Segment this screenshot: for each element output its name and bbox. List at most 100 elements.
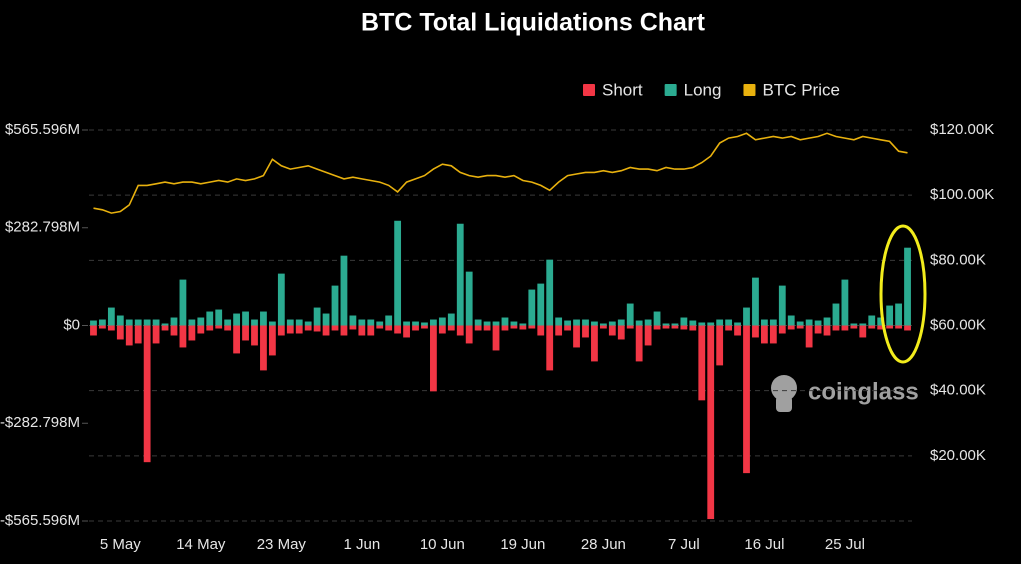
bar [394,325,402,334]
bar [555,325,563,336]
bar [698,325,706,401]
bar [215,309,223,326]
bar [152,319,160,326]
bar [743,325,750,474]
bar [322,313,330,326]
bar [403,321,410,326]
bar [134,325,142,344]
chart-title: BTC Total Liquidations Chart [361,9,706,37]
bar [528,325,536,329]
bar [233,325,241,354]
bar [725,319,733,326]
bar [599,325,607,329]
bar [537,325,545,336]
bar [617,325,625,340]
bar [161,323,169,326]
bar [546,259,554,326]
bar [492,321,500,326]
bar [680,325,688,330]
bar [260,311,267,326]
bar [769,325,777,344]
bar [376,325,384,329]
bar [814,320,822,326]
bar [465,325,473,344]
bar [752,325,759,338]
bar [197,317,205,326]
bar [251,319,258,326]
legend-swatch [664,84,677,96]
bar [653,325,661,330]
bar [555,317,563,326]
bar [125,325,133,346]
bar [501,325,509,331]
bar [179,279,187,326]
y2-tick-label: $40.00K [930,382,986,399]
bar [295,325,303,334]
bar [671,323,679,326]
bar [412,325,419,331]
bar [859,325,867,338]
bar [286,319,294,326]
watermark-icon [771,375,797,412]
bar [859,323,867,326]
bar [760,325,768,344]
bar [331,285,339,326]
bar [573,325,580,348]
bar [215,325,223,329]
y2-tick-label: $120.00K [930,121,994,138]
bar [277,273,285,326]
bar [394,220,402,326]
bar [143,319,151,326]
legend-label: Long [684,80,722,99]
bar [519,325,527,330]
y-tick-label: -$282.798M [0,414,80,431]
bar [653,311,661,326]
bar [662,323,670,326]
bar [868,325,876,329]
bar [591,325,598,362]
bar [787,315,795,326]
price-line [93,132,908,214]
bar [680,317,688,326]
bar [107,325,115,331]
bar [734,325,741,336]
bar [322,325,330,336]
legend-swatch [743,84,756,96]
bar [304,321,312,326]
bar [895,325,902,329]
bar [725,325,733,331]
y2-tick-label: $100.00K [930,186,994,203]
bar [107,307,115,326]
bar [286,325,294,334]
x-tick-label: 14 May [176,536,226,553]
bar [635,325,643,362]
bar [421,322,428,326]
bar [161,325,169,331]
x-tick-label: 7 Jul [668,536,700,553]
y2-tick-label: $80.00K [930,251,986,268]
bar [510,325,518,329]
bar [403,325,410,338]
bar [447,313,455,326]
bar [465,271,473,326]
legend-label: Short [602,80,643,99]
bar [626,303,634,326]
bar [895,303,902,326]
bar [537,283,545,326]
bar [689,325,697,331]
bar [796,325,804,329]
bar [116,315,124,326]
bar [340,255,348,326]
bar [349,315,357,326]
bar [787,325,795,330]
bar [814,325,822,334]
bar [707,322,715,326]
bar [456,223,464,326]
bar [224,325,232,331]
bar [716,319,724,326]
bar [886,305,894,326]
bar [841,325,849,331]
bar [268,325,276,356]
